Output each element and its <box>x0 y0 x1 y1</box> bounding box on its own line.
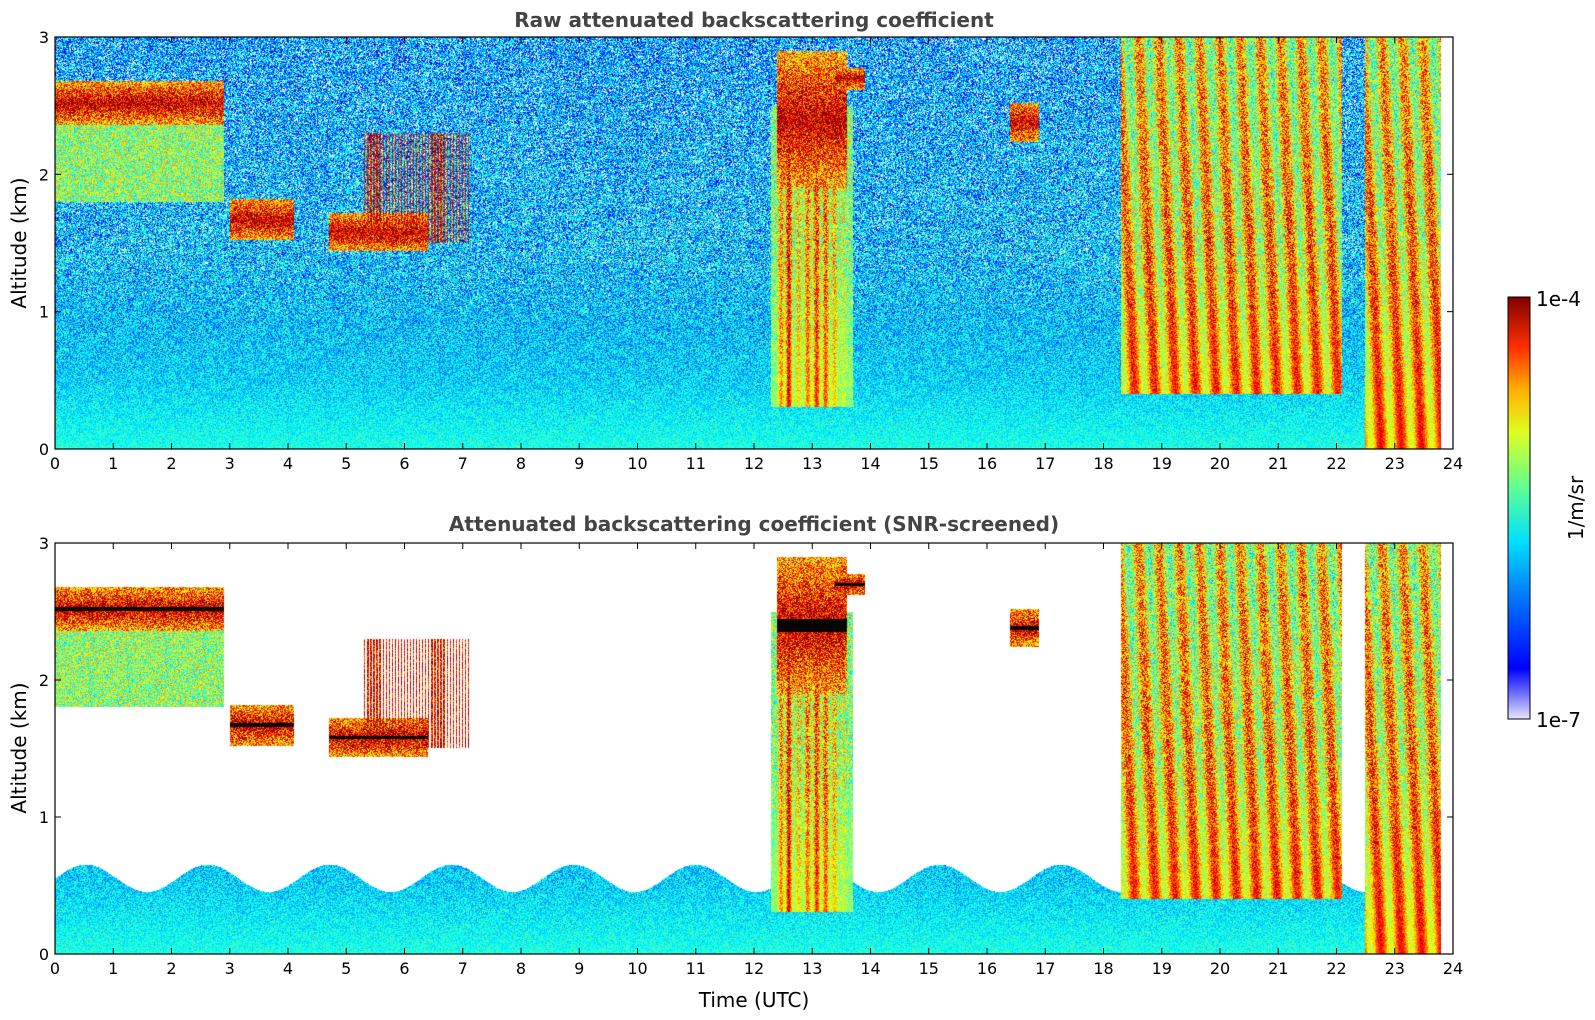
colorbar-min-label: 1e-7 <box>1536 708 1581 732</box>
x-tick-label: 3 <box>225 959 235 978</box>
x-tick-label: 23 <box>1385 454 1405 473</box>
y-tick-label: 3 <box>39 28 49 47</box>
colorbar: 1e-4 1e-7 1/m/sr <box>1507 287 1588 732</box>
x-tick-label: 11 <box>686 454 706 473</box>
x-tick-label: 2 <box>166 454 176 473</box>
x-tick-label: 13 <box>802 959 822 978</box>
x-tick-label: 21 <box>1268 454 1288 473</box>
y-tick-label: 3 <box>39 534 49 553</box>
colorbar-max-label: 1e-4 <box>1536 287 1581 311</box>
x-tick-label: 7 <box>458 959 468 978</box>
colorbar-gradient <box>1507 296 1531 720</box>
x-tick-label: 24 <box>1443 959 1463 978</box>
panel-screened-heatmap <box>55 543 1453 954</box>
x-tick-label: 0 <box>50 454 60 473</box>
x-tick-label: 17 <box>1035 959 1055 978</box>
x-tick-label: 23 <box>1385 959 1405 978</box>
colorbar-label: 1/m/sr <box>1564 475 1588 540</box>
y-tick-label: 0 <box>39 440 49 459</box>
x-tick-label: 5 <box>341 454 351 473</box>
panel-screened-xlabel: Time (UTC) <box>698 988 810 1012</box>
x-tick-label: 8 <box>516 959 526 978</box>
x-tick-label: 19 <box>1152 454 1172 473</box>
x-tick-label: 15 <box>919 454 939 473</box>
x-tick-label: 10 <box>627 959 647 978</box>
x-tick-label: 6 <box>399 454 409 473</box>
x-tick-label: 24 <box>1443 454 1463 473</box>
x-tick-label: 18 <box>1093 959 1113 978</box>
x-tick-label: 11 <box>686 959 706 978</box>
x-tick-label: 13 <box>802 454 822 473</box>
x-tick-label: 12 <box>744 454 764 473</box>
x-tick-label: 1 <box>108 959 118 978</box>
y-tick-label: 2 <box>39 165 49 184</box>
panel-raw-ylabel: Altitude (km) <box>7 177 31 308</box>
x-tick-label: 22 <box>1326 454 1346 473</box>
panel-raw-ticks: 0 1 2 3 4 5 6 7 8 9 10 11 12 13 14 15 16 17 18 19 20 21 22 23 24… <box>39 28 1463 473</box>
x-tick-label: 8 <box>516 454 526 473</box>
panel-screened-title: Attenuated backscattering coefficient (S… <box>449 512 1059 536</box>
y-tick-label: 2 <box>39 671 49 690</box>
y-tick-label: 0 <box>39 945 49 964</box>
panel-screened-ticks: 0 1 2 3 4 5 6 7 8 9 10 11 12 13 14 15 16 17 18 19 20 21 22 23 24… <box>39 534 1463 978</box>
x-tick-label: 9 <box>574 959 584 978</box>
x-tick-label: 16 <box>977 959 997 978</box>
panel-raw-title: Raw attenuated backscattering coefficien… <box>514 8 994 32</box>
x-tick-label: 5 <box>341 959 351 978</box>
x-tick-label: 15 <box>919 959 939 978</box>
x-tick-label: 16 <box>977 454 997 473</box>
x-tick-label: 3 <box>225 454 235 473</box>
x-tick-label: 20 <box>1210 454 1230 473</box>
x-tick-label: 17 <box>1035 454 1055 473</box>
x-tick-label: 6 <box>399 959 409 978</box>
x-tick-label: 0 <box>50 959 60 978</box>
x-tick-label: 19 <box>1152 959 1172 978</box>
x-tick-label: 1 <box>108 454 118 473</box>
x-tick-label: 21 <box>1268 959 1288 978</box>
x-tick-label: 4 <box>283 454 293 473</box>
x-tick-label: 4 <box>283 959 293 978</box>
x-tick-label: 14 <box>860 959 880 978</box>
panel-raw: Raw attenuated backscattering coefficien… <box>7 8 1463 473</box>
y-tick-label: 1 <box>39 808 49 827</box>
x-tick-label: 14 <box>860 454 880 473</box>
y-tick-label: 1 <box>39 303 49 322</box>
x-tick-label: 7 <box>458 454 468 473</box>
x-tick-label: 9 <box>574 454 584 473</box>
x-tick-label: 20 <box>1210 959 1230 978</box>
x-tick-label: 22 <box>1326 959 1346 978</box>
panel-screened: Attenuated backscattering coefficient (S… <box>7 512 1463 1012</box>
x-tick-label: 12 <box>744 959 764 978</box>
x-tick-label: 2 <box>166 959 176 978</box>
panel-screened-ylabel: Altitude (km) <box>7 682 31 813</box>
x-tick-label: 10 <box>627 454 647 473</box>
panel-raw-heatmap <box>55 37 1453 449</box>
x-tick-label: 18 <box>1093 454 1113 473</box>
